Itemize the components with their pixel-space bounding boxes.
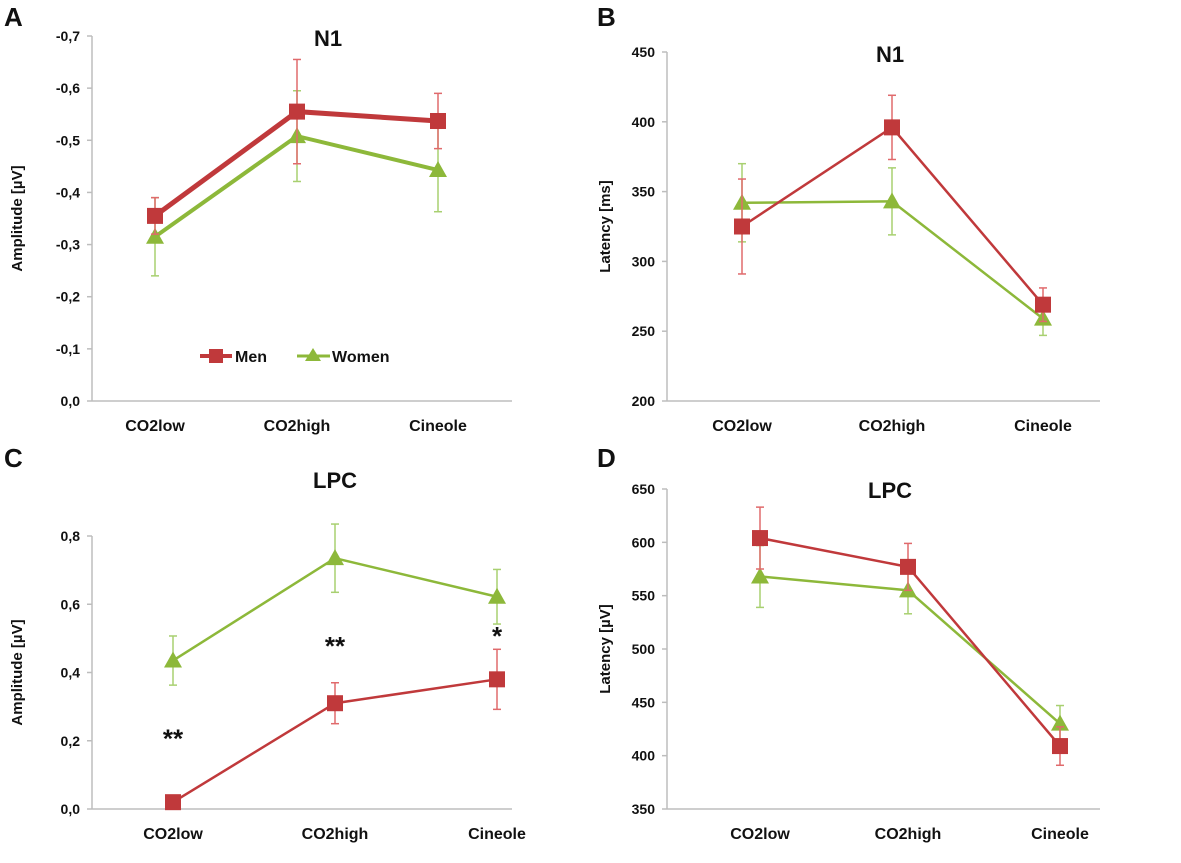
y-axis-label: Amplitude [µV]	[9, 165, 26, 271]
legend-women-marker	[305, 348, 321, 361]
panel-d: D LPC 350 400 450 500 550 600 650 CO2low CO2high Ci…	[597, 443, 1100, 843]
series-men	[752, 506, 1068, 767]
series-men	[147, 58, 446, 235]
data-point-women	[883, 192, 901, 209]
data-point-men	[165, 794, 181, 811]
x-tick-label: CO2low	[143, 826, 203, 843]
y-tick-label: 450	[632, 694, 656, 710]
panel-label: A	[4, 2, 23, 32]
data-point-men	[489, 671, 505, 688]
data-point-women	[1051, 714, 1069, 731]
y-tick-label: 250	[632, 323, 656, 339]
chart-title: LPC	[313, 468, 357, 493]
chart-title: N1	[876, 42, 904, 67]
data-point-men	[884, 119, 900, 136]
y-tick-label: -0,6	[56, 80, 80, 96]
significance-marker: *	[492, 621, 503, 651]
panel-label: D	[597, 443, 616, 473]
series-women	[751, 544, 1069, 743]
y-tick-label: -0,1	[56, 341, 80, 357]
data-point-men	[752, 530, 768, 547]
y-tick-label: 300	[632, 253, 656, 269]
data-point-men	[900, 558, 916, 575]
legend-men-marker	[209, 349, 223, 363]
y-tick-label: 350	[632, 184, 656, 200]
y-tick-label: 0,8	[61, 528, 81, 544]
y-tick-label: 0,0	[61, 393, 81, 409]
x-tick-label: CO2high	[302, 826, 369, 843]
series-men	[734, 94, 1051, 323]
y-tick-label: 600	[632, 534, 656, 550]
data-point-men	[430, 112, 446, 129]
y-tick-label: -0,4	[56, 184, 80, 200]
y-tick-label: 350	[632, 801, 656, 817]
legend-men-label: Men	[235, 349, 267, 366]
data-point-men	[327, 695, 343, 712]
data-point-men	[734, 218, 750, 235]
legend: Men Women	[200, 348, 389, 366]
y-tick-label: -0,7	[56, 28, 80, 44]
x-tick-label: Cineole	[409, 418, 467, 435]
data-point-women	[488, 587, 506, 604]
x-tick-label: CO2low	[125, 418, 185, 435]
series-women	[733, 162, 1052, 337]
chart-title: N1	[314, 26, 342, 51]
series-men	[165, 648, 505, 811]
y-axis-label: Latency [µV]	[597, 604, 614, 694]
data-point-men	[147, 207, 163, 224]
panel-label: B	[597, 2, 616, 32]
x-tick-label: Cineole	[468, 826, 526, 843]
y-tick-label: 500	[632, 641, 656, 657]
y-tick-label: 0,6	[61, 596, 81, 612]
x-tick-label: CO2high	[264, 418, 331, 435]
chart-title: LPC	[868, 478, 912, 503]
y-axis-label: Amplitude [µV]	[9, 619, 26, 725]
y-tick-label: 400	[632, 114, 656, 130]
x-tick-label: CO2high	[875, 826, 942, 843]
x-tick-label: Cineole	[1031, 826, 1089, 843]
panel-b: B N1 200 250 300 350 400 450 CO2low CO2high Cineol…	[597, 2, 1100, 435]
data-point-women	[146, 227, 164, 244]
y-tick-label: 0,2	[61, 733, 81, 749]
legend-women-label: Women	[332, 349, 389, 366]
y-tick-label: -0,2	[56, 289, 80, 305]
panel-label: C	[4, 443, 23, 473]
x-tick-label: CO2low	[730, 826, 790, 843]
data-point-women	[164, 651, 182, 668]
y-tick-label: 0,4	[61, 665, 81, 681]
x-tick-label: CO2high	[859, 418, 926, 435]
data-point-women	[326, 549, 344, 566]
y-axis-label: Latency [ms]	[597, 180, 614, 273]
y-tick-label: -0,5	[56, 132, 80, 148]
significance-marker: **	[163, 723, 184, 753]
data-point-men	[289, 103, 305, 120]
y-tick-label: 0,0	[61, 801, 81, 817]
x-tick-label: Cineole	[1014, 418, 1072, 435]
y-tick-label: -0,3	[56, 237, 80, 253]
x-tick-label: CO2low	[712, 418, 772, 435]
y-tick-label: 650	[632, 481, 656, 497]
panel-a: A N1 0,0 -0,1 -0,2 -0,3 -0,4 -0,5 -0,6 -0,7 CO2low…	[4, 2, 512, 435]
significance-marker: **	[325, 631, 346, 661]
series-line	[759, 575, 1061, 725]
data-point-women	[751, 567, 769, 584]
y-tick-label: 200	[632, 393, 656, 409]
data-point-men	[1035, 296, 1051, 313]
panel-c: C LPC 0,0 0,2 0,4 0,6 0,8 CO2low CO2high Cineole A…	[4, 443, 526, 843]
data-point-men	[1052, 738, 1068, 755]
y-tick-label: 450	[632, 44, 656, 60]
series-women	[164, 523, 506, 686]
data-point-women	[429, 161, 447, 178]
y-tick-label: 400	[632, 748, 656, 764]
y-tick-label: 550	[632, 588, 656, 604]
